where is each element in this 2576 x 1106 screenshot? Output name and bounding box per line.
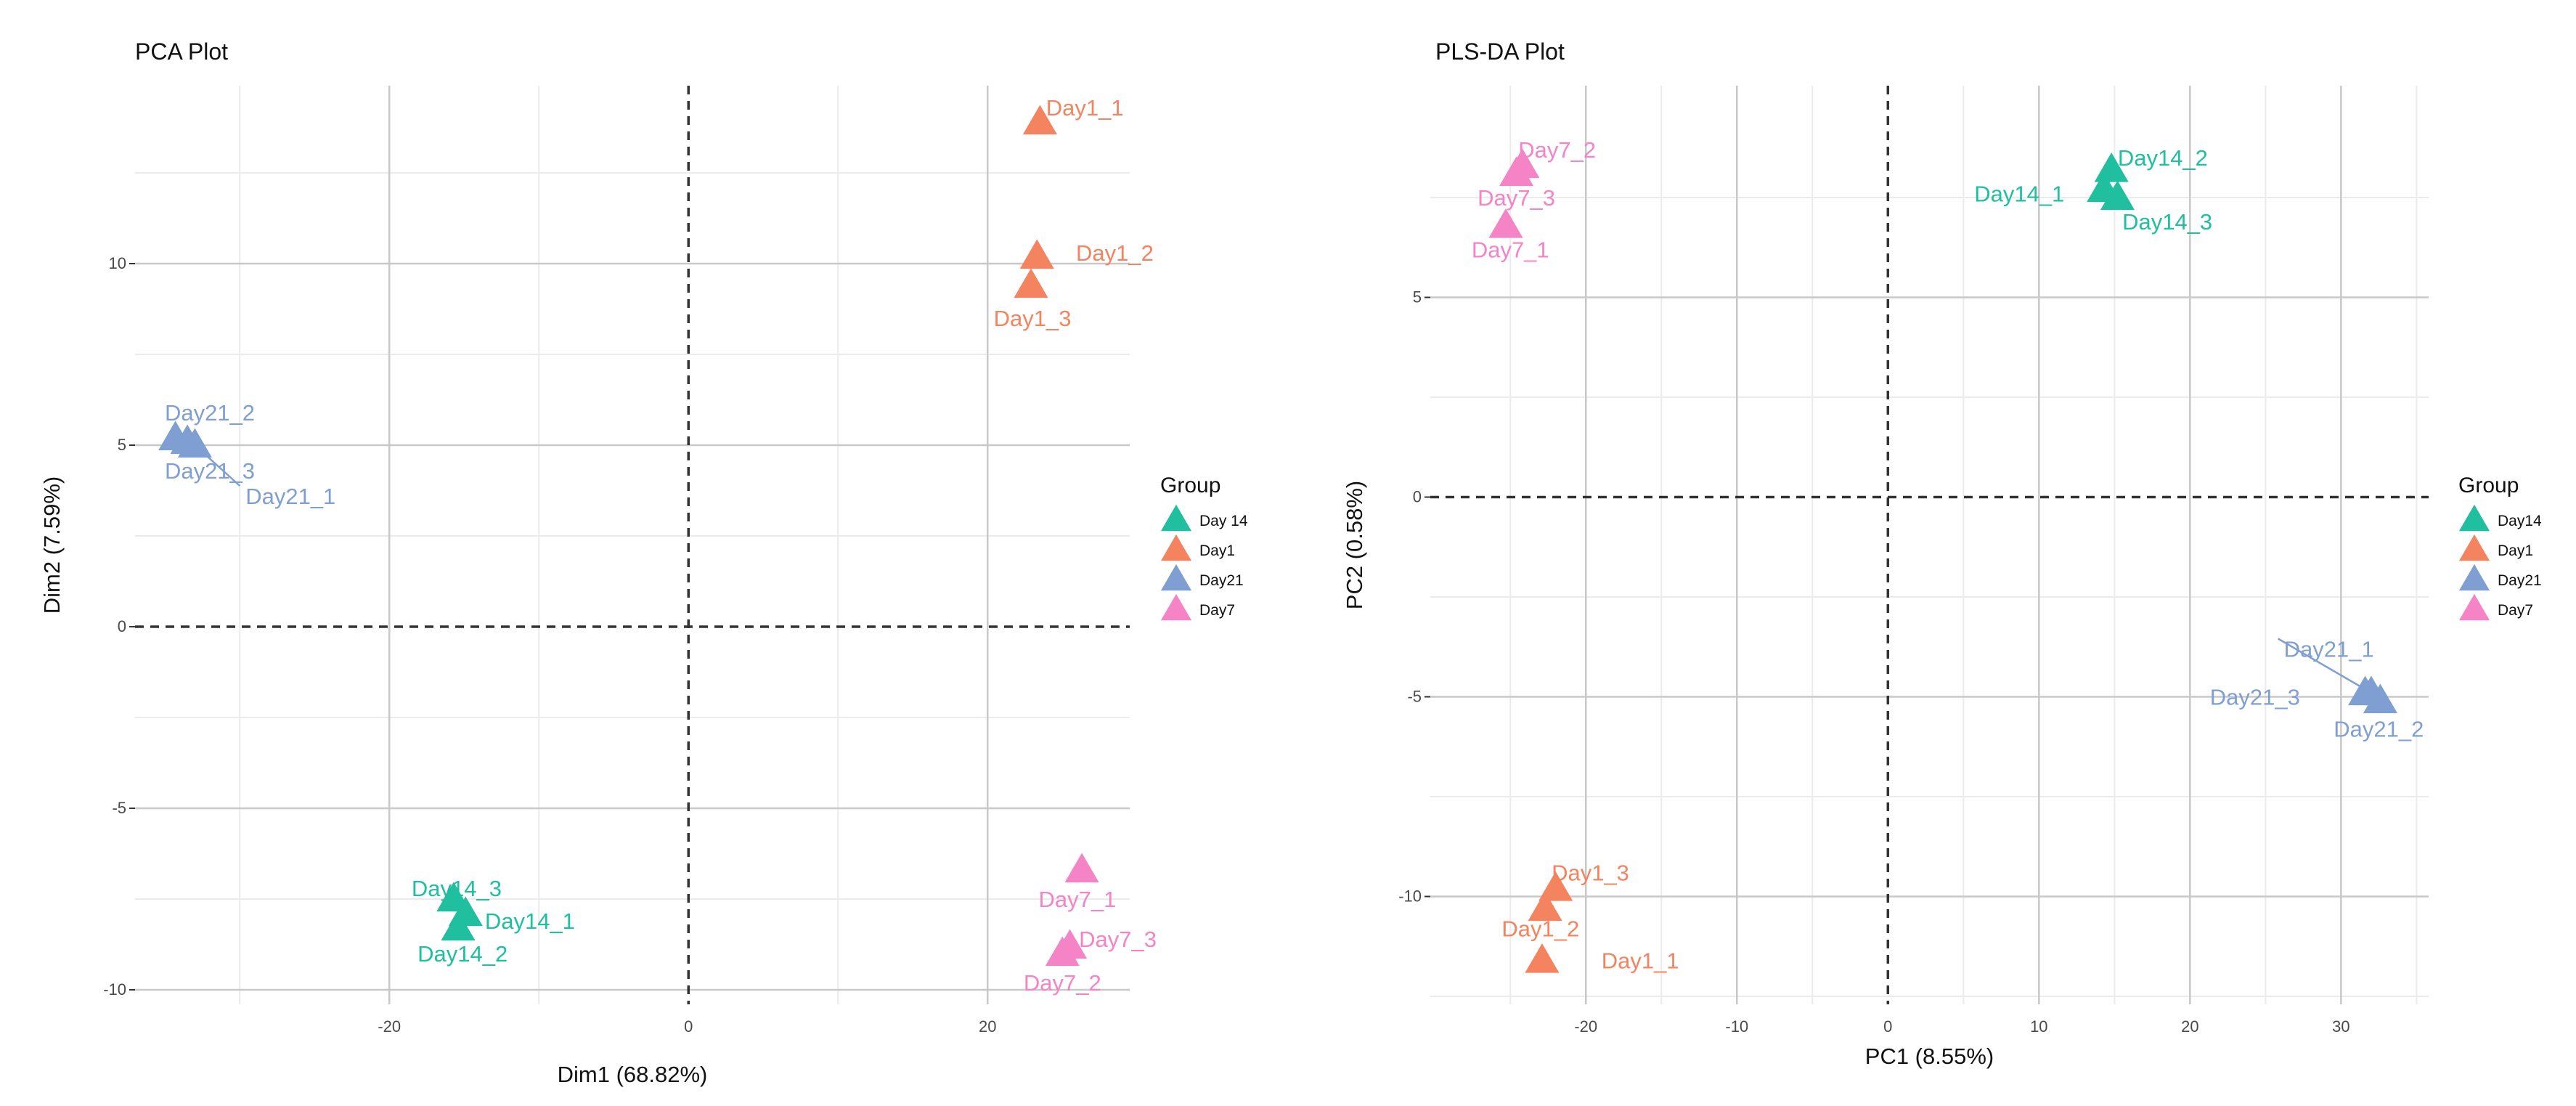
pca-point-day1-3 [1014,268,1048,298]
pca-x-tick-label: 0 [684,1017,693,1036]
plsda-point-label: Day7_2 [1518,137,1596,163]
plsda-legend-label: Day1 [2498,542,2533,559]
plsda-point-day1-3 [1538,871,1573,901]
pca-y-tick-label: -10 [103,980,126,999]
plsda-x-tick-label: 0 [1883,1017,1892,1036]
plsda-point-label: Day21_3 [2210,685,2300,710]
plsda-legend-marker [2458,593,2490,621]
plsda-point-label: Day21_2 [2334,717,2424,742]
plsda-legend-title: Group [2458,473,2519,497]
plsda-point-label: Day1_2 [1501,916,1579,942]
plsda-x-tick-label: 20 [2181,1017,2198,1036]
pca-y-tick-label: 0 [118,617,126,635]
plsda-point-day7-3 [1499,156,1534,187]
pca-point-label: Day1_1 [1046,95,1124,121]
pca-point-label: Day21_1 [245,484,335,509]
pca-y-tick-label: 5 [118,436,126,454]
pca-legend-marker [1160,593,1192,621]
plsda-point-label: Day7_3 [1477,185,1555,211]
plsda-plot: -20 -10 0 10 20 30 -10 -5 0 5 PLS-DA Plot PC1 (8.55… [1342,38,2542,1069]
pca-point-label: Day7_1 [1038,887,1116,912]
pca-legend-label: Day1 [1199,542,1235,559]
plsda-point-label: Day14_2 [2118,145,2208,171]
plsda-point-label: Day1_1 [1602,948,1679,974]
pca-point-day1-1 [1022,105,1057,135]
pca-point-label: Day7_2 [1024,970,1101,996]
plsda-x-tick-label: 10 [2030,1017,2047,1036]
pca-point-label: Day7_3 [1079,927,1157,952]
plsda-x-tick-label: -20 [1574,1017,1597,1036]
pca-x-tick-label: 20 [979,1017,996,1036]
pca-legend-marker [1160,504,1192,532]
plsda-legend-marker [2458,534,2490,561]
pca-legend-marker [1160,534,1192,561]
pca-plot: -20 0 20 -10 -5 0 5 10 PCA Plot Dim1 (68.82%) Dim2… [39,38,1248,1087]
pca-point-day14-2 [441,911,476,941]
pca-legend-marker [1160,564,1192,591]
plsda-point-label: Day1_3 [1552,861,1629,886]
pca-point-label: Day14_3 [412,876,502,901]
plsda-point-day7-1 [1488,208,1523,238]
pca-point-day21-1 [177,428,212,458]
plsda-legend-label: Day14 [2498,513,2542,529]
plsda-point-day1-1 [1525,943,1560,973]
plsda-x-tick-label: 30 [2332,1017,2349,1036]
plsda-point-label: Day14_3 [2122,209,2212,235]
pca-legend-label: Day 14 [1199,513,1248,529]
plsda-y-tick-label: -10 [1398,887,1422,906]
pca-point-day7-2 [1045,936,1080,967]
plsda-y-axis-label: PC2 (0.58%) [1342,481,1367,609]
plsda-legend-label: Day7 [2498,602,2533,619]
pca-x-axis-label: Dim1 (68.82%) [558,1062,708,1087]
plsda-point-label: Day21_1 [2284,637,2374,662]
pca-point-label: Day21_2 [165,400,255,426]
pca-point-label: Day14_2 [417,941,508,967]
pca-point-label: Day21_3 [165,458,255,484]
plsda-x-axis-label: PC1 (8.55%) [1865,1044,1994,1069]
pca-point-label: Day1_2 [1076,240,1154,266]
plsda-x-tick-label: -10 [1725,1017,1748,1036]
plsda-y-tick-label: 5 [1413,288,1422,306]
plsda-y-tick-label: -5 [1407,688,1422,706]
plsda-point-label: Day14_1 [1974,182,2064,207]
plsda-y-tick-label: 0 [1413,488,1422,506]
plsda-leader-line [2278,638,2372,694]
pca-y-tick-label: 10 [109,254,126,272]
plsda-legend-marker [2458,504,2490,532]
pca-legend-title: Group [1160,473,1220,497]
plsda-legend-marker [2458,564,2490,591]
plsda-point-day1-2 [1528,891,1562,922]
pca-point-label: Day1_3 [994,306,1072,331]
pca-x-tick-label: -20 [378,1017,401,1036]
pca-legend-label: Day21 [1199,572,1244,589]
plsda-title: PLS-DA Plot [1435,38,1565,65]
pca-title: PCA Plot [135,38,228,65]
pca-y-axis-label: Dim2 (7.59%) [39,476,65,614]
pca-point-day1-2 [1019,239,1054,269]
plsda-point-day14-3 [2100,180,2135,211]
plsda-point-day21-2 [2363,683,2397,714]
plsda-legend-label: Day21 [2498,572,2542,589]
pca-point-label: Day14_1 [485,908,575,934]
plsda-point-label: Day7_1 [1472,237,1549,263]
pca-point-day7-1 [1064,853,1099,883]
pca-legend-label: Day7 [1199,602,1235,619]
pca-y-tick-label: -5 [112,799,126,817]
